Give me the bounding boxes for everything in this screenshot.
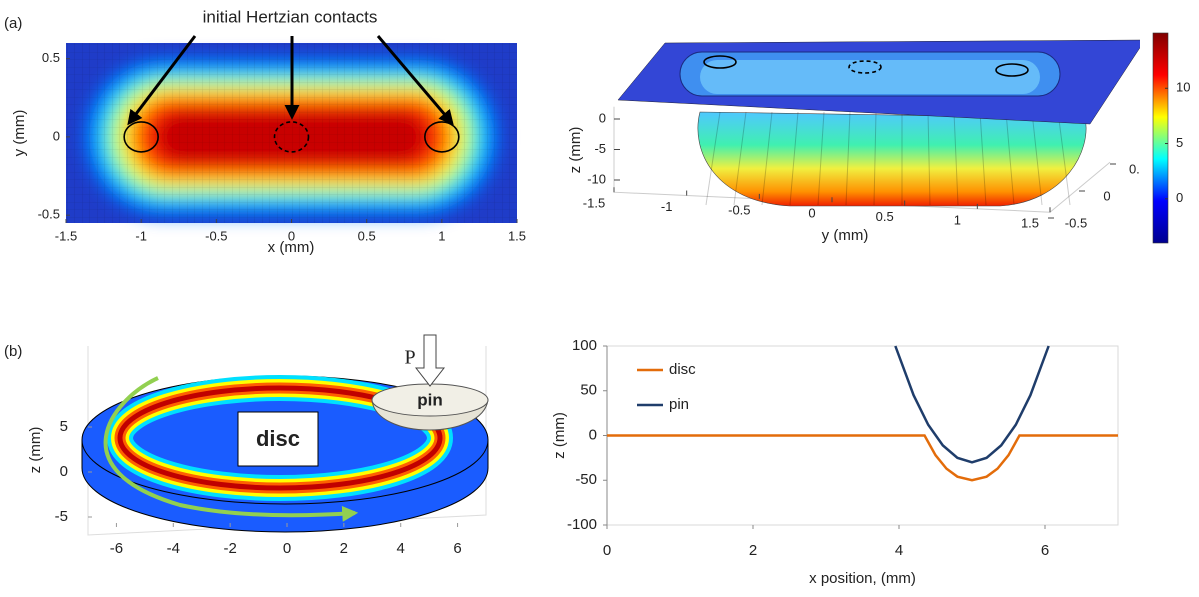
contact-ellipse (995, 63, 1029, 77)
y-tick-label: 100 (572, 337, 597, 354)
colorbar (1152, 32, 1169, 244)
mesh-line (817, 111, 825, 206)
mesh-line (927, 111, 931, 206)
panel-label: (b) (4, 343, 22, 360)
x-tick-label: -1 (135, 228, 147, 243)
panel-label: (a) (4, 15, 22, 32)
contact-circle (273, 121, 310, 153)
x-tick-label: -4 (167, 540, 180, 557)
x-axis-label: x (mm) (268, 239, 315, 256)
x-tick-label: 6 (453, 540, 461, 557)
y-tick-label: -100 (567, 516, 597, 533)
x-tick-label: 2 (340, 540, 348, 557)
y-tick-label: 0 (589, 426, 597, 443)
x-tick-label: 1.5 (508, 228, 526, 243)
z-tick-label: -10 (587, 171, 606, 186)
x-tick-label: 1 (954, 212, 961, 227)
x-tick-label: -1.5 (583, 196, 605, 211)
rim-inner (700, 60, 1040, 94)
mesh-line (1057, 111, 1071, 206)
z-tick-label: 0 (599, 110, 606, 125)
x-tick-label: -0.5 (205, 228, 227, 243)
series-line (607, 434, 1118, 482)
green-arrow (103, 376, 359, 522)
x-tick-label: -0.5 (728, 202, 750, 217)
y-tick-label: 5 (60, 418, 68, 435)
y-tick-label: 0 (53, 128, 60, 143)
annotation: initial Hertzian contacts (203, 7, 378, 26)
contact-ellipse (703, 55, 737, 69)
bowl (697, 111, 1087, 207)
x-tick-label: 1 (438, 228, 445, 243)
x-axis-label: y (mm) (822, 227, 869, 244)
pin-label: pin (417, 390, 443, 409)
x-tick-label: -2 (223, 540, 236, 557)
x-tick-label: -1 (661, 199, 673, 214)
x-tick-label: 0 (283, 540, 291, 557)
y-tick-label: 0 (60, 463, 68, 480)
mesh-line (761, 111, 773, 206)
mesh-line (705, 111, 721, 206)
mesh-line (1031, 111, 1043, 206)
disc-box (237, 411, 319, 467)
y-tick-label: -0.5 (1065, 215, 1087, 230)
mesh-line (979, 111, 987, 206)
y-tick-label: 50 (580, 382, 597, 399)
load-arrow (414, 334, 446, 387)
z-tick-label: -5 (594, 141, 606, 156)
mesh-line (789, 111, 799, 206)
arrow (127, 35, 197, 126)
series-line (894, 345, 1050, 464)
legend-label: pin (669, 396, 689, 413)
x-tick-label: 1.5 (1021, 216, 1039, 231)
x-tick-label: 0 (603, 542, 611, 559)
x-tick-label: -1.5 (55, 228, 77, 243)
mesh-line (733, 111, 747, 206)
mesh-line (873, 111, 877, 206)
colorbar-tick-label: 5 (1176, 135, 1183, 150)
x-axis-label: x position, (mm) (809, 570, 916, 587)
y-tick-label: 0 (1103, 188, 1110, 203)
wear-track (117, 385, 443, 491)
y-tick-label: -0.5 (38, 207, 60, 222)
colorbar-tick-label: 10 (1176, 80, 1190, 95)
x-tick-label: 0.5 (876, 209, 894, 224)
x-tick-label: 0 (808, 206, 815, 221)
z-axis-label: z (mm) (567, 127, 584, 174)
x-tick-label: 4 (397, 540, 405, 557)
mesh-line (845, 111, 851, 206)
x-tick-label: 4 (895, 542, 903, 559)
disc-label: disc (256, 426, 300, 451)
y-tick-label: -50 (575, 471, 597, 488)
colorbar-bg (1140, 20, 1199, 260)
y-tick-label: 0.5 (42, 50, 60, 65)
x-tick-label: 6 (1041, 542, 1049, 559)
y-tick-label: -5 (55, 508, 68, 525)
contact-ellipse (848, 60, 882, 74)
colorbar-tick-label: 0 (1176, 190, 1183, 205)
mesh-line (1005, 111, 1015, 206)
mesh-line (953, 111, 959, 206)
load-label: P (404, 347, 415, 369)
legend-label: disc (669, 361, 696, 378)
y-axis-label: z (mm) (27, 427, 44, 474)
x-tick-label: 2 (749, 542, 757, 559)
y-axis-label: y (mm) (11, 110, 28, 157)
x-tick-label: 0.5 (358, 228, 376, 243)
x-tick-label: -6 (110, 540, 123, 557)
y-axis-label: z (mm) (551, 412, 568, 459)
x-tick-label: 0 (288, 228, 295, 243)
arrow (376, 35, 454, 126)
